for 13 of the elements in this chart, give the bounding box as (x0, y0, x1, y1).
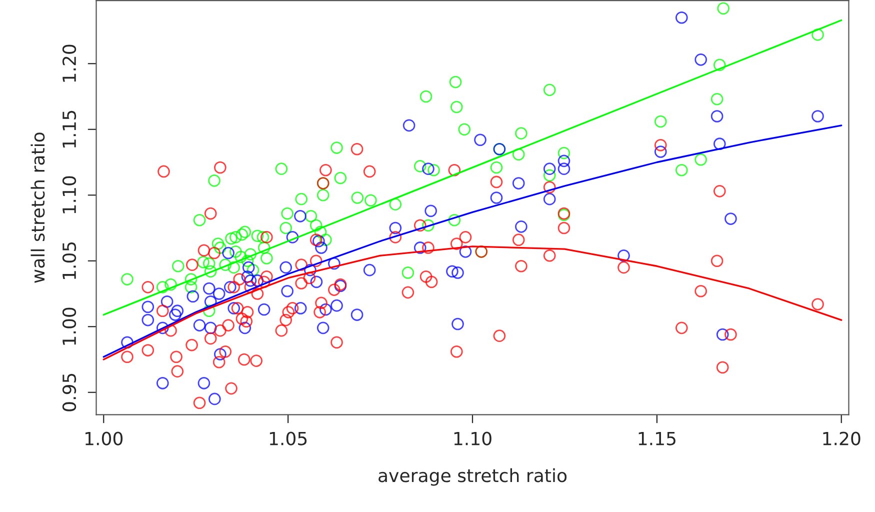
y-tick-label: 1.05 (62, 242, 76, 279)
x-tick-label: 1.10 (454, 432, 492, 446)
x-axis-title: average stretch ratio (378, 468, 567, 486)
y-tick-label: 1.00 (62, 308, 76, 345)
x-tick-label: 1.00 (86, 432, 123, 446)
y-tick-label: 1.20 (62, 44, 76, 82)
y-tick-label: 1.15 (62, 110, 76, 148)
y-tick-label: 0.95 (62, 374, 76, 412)
x-tick-label: 1.15 (638, 432, 676, 446)
y-tick-label: 1.10 (62, 176, 76, 214)
y-axis-title: wall stretch ratio (30, 132, 45, 283)
x-tick-label: 1.05 (270, 432, 307, 446)
x-tick-label: 1.20 (823, 432, 860, 446)
